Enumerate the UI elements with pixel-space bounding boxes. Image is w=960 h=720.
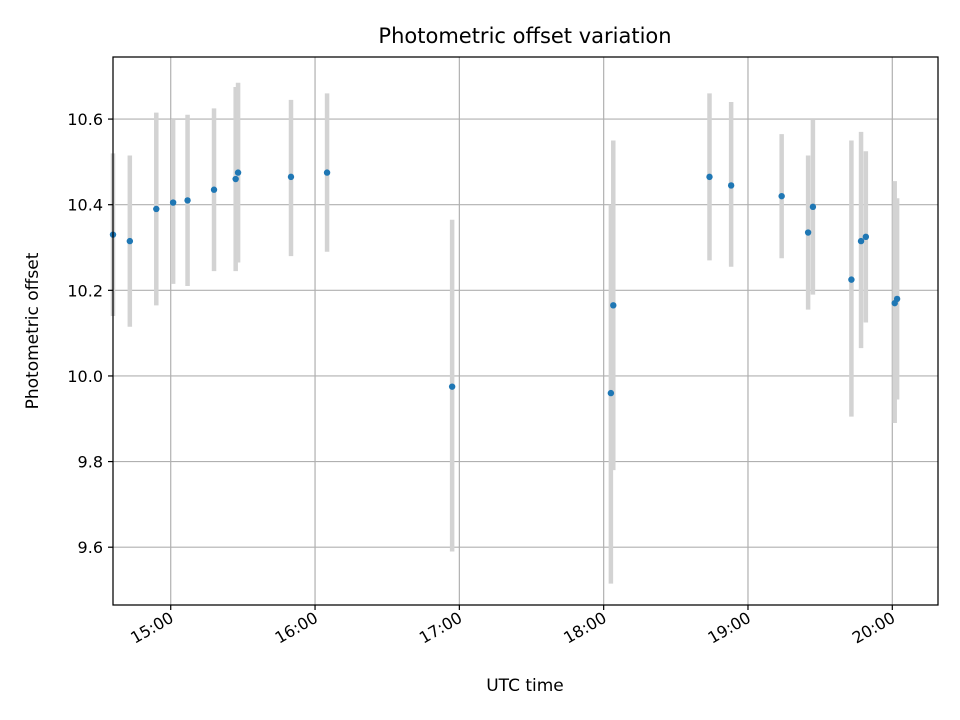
data-point [234, 169, 242, 176]
y-tick-label: 10.0 [67, 367, 103, 386]
plot-area-frame [112, 56, 939, 606]
data-point [778, 192, 785, 200]
data-point [169, 199, 177, 206]
data-point [809, 203, 817, 211]
y-axis-label: Photometric offset [23, 252, 43, 409]
data-point [210, 186, 218, 193]
data-point [706, 173, 713, 181]
data-point [610, 302, 617, 309]
grid [113, 57, 938, 605]
data-points [109, 169, 901, 397]
data-point [323, 169, 331, 176]
data-point [448, 383, 456, 390]
data-point [607, 389, 615, 397]
data-point [893, 295, 901, 303]
data-point [848, 276, 855, 283]
y-tick-label: 10.6 [67, 110, 103, 129]
data-point [857, 237, 865, 245]
data-point [126, 237, 134, 245]
data-point [804, 229, 812, 236]
data-point [287, 173, 295, 181]
y-tick-label: 10.4 [67, 196, 103, 215]
y-tick-label: 10.2 [67, 281, 103, 300]
y-tick-label: 9.6 [78, 538, 103, 557]
data-point [727, 182, 735, 189]
data-point [184, 197, 191, 204]
data-point [153, 205, 160, 213]
chart-title: Photometric offset variation [378, 24, 671, 48]
data-point [862, 233, 870, 241]
y-tick-label: 9.8 [78, 453, 103, 472]
data-point [232, 175, 239, 183]
x-axis-label: UTC time [486, 676, 564, 696]
